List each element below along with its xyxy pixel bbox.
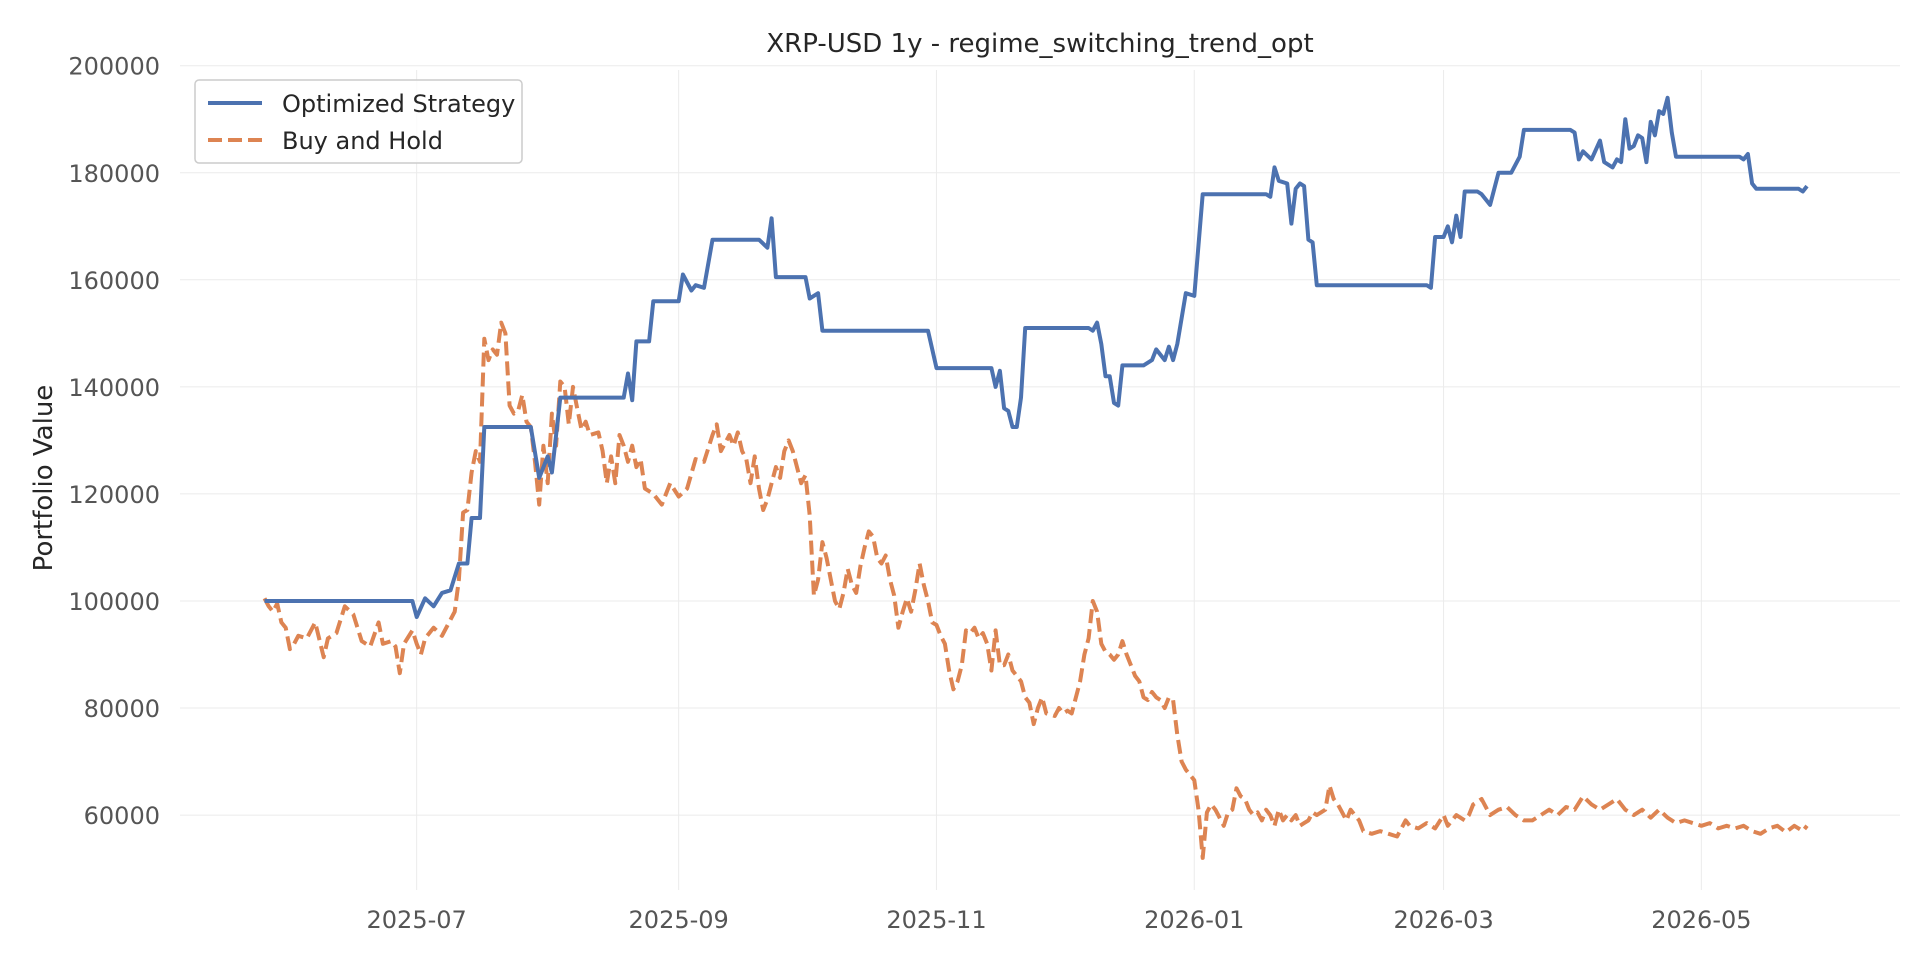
legend-label-buy-and-hold: Buy and Hold [282,127,443,155]
series-lines [262,95,1809,860]
y-tick-label: 160000 [68,267,160,295]
x-tick-label: 2025-09 [629,906,729,934]
x-tick-labels: 2025-07 2025-09 2025-11 2026-01 2026-03 2026-… [367,906,1752,934]
chart-title: XRP-USD 1y - regime_switching_trend_opt [766,29,1313,59]
x-tick-label: 2025-07 [367,906,467,934]
y-tick-labels: 60000 80000 100000 120000 140000 160000 180000… [68,53,160,830]
y-axis-label: Portfolio Value [29,385,59,572]
legend-label-optimized-strategy: Optimized Strategy [282,90,515,118]
y-tick-label: 60000 [84,802,160,830]
y-tick-label: 140000 [68,374,160,402]
x-tick-label: 2026-01 [1144,906,1244,934]
y-tick-label: 200000 [68,53,160,81]
x-tick-label: 2026-03 [1393,906,1493,934]
x-tick-label: 2025-11 [886,906,986,934]
x-tick-label: 2026-05 [1651,906,1751,934]
legend: Optimized Strategy Buy and Hold [194,79,523,164]
y-tick-label: 120000 [68,481,160,509]
series-line-optimized-strategy [264,95,1809,619]
y-tick-label: 180000 [68,160,160,188]
series-line-buy-and-hold [262,320,1809,860]
legend-frame [194,79,523,164]
y-tick-label: 80000 [84,695,160,723]
y-tick-label: 100000 [68,588,160,616]
